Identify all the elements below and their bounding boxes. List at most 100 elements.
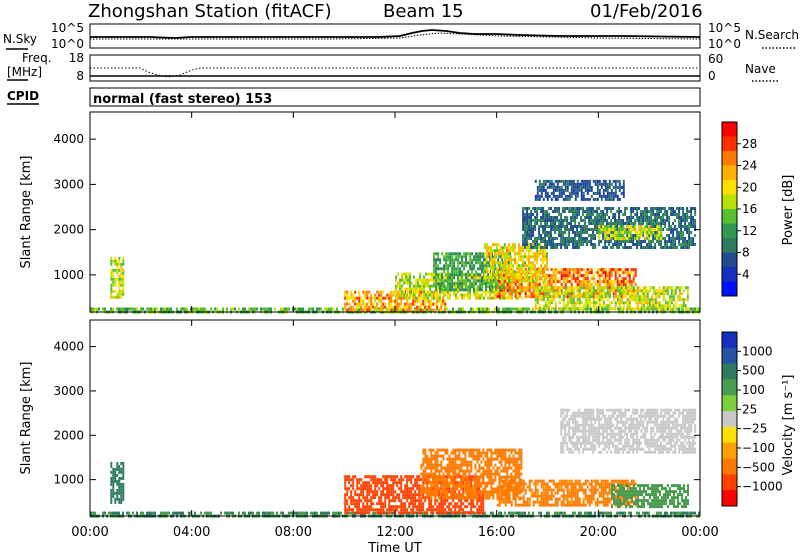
power-cell	[620, 210, 623, 213]
velocity-cell	[404, 490, 407, 494]
power-cell	[522, 237, 525, 240]
power-cell	[120, 271, 123, 275]
power-cell	[540, 276, 542, 280]
power-cell	[530, 261, 532, 265]
power-cell	[471, 282, 474, 286]
power-cell	[632, 277, 635, 281]
date-label: 01/Feb/2016	[590, 1, 703, 22]
power-cell	[449, 296, 451, 300]
power-cell	[690, 210, 693, 213]
power-cell	[550, 280, 553, 284]
power-cell	[674, 286, 677, 290]
power-cell	[594, 191, 597, 195]
power-ytick-label: 2000	[53, 223, 84, 237]
power-cell	[600, 240, 603, 243]
power-cell	[562, 207, 565, 210]
velocity-cell	[672, 511, 674, 515]
power-cell	[680, 243, 683, 246]
velocity-cell	[382, 475, 385, 479]
power-cell	[592, 243, 595, 246]
power-cell	[435, 273, 438, 277]
power-cell	[592, 301, 595, 305]
power-cell	[465, 252, 468, 256]
power-cell	[614, 301, 617, 305]
power-cell	[650, 286, 653, 290]
power-cell	[666, 289, 669, 293]
power-cell	[358, 290, 361, 294]
velocity-cell	[556, 511, 558, 515]
power-cell	[522, 249, 524, 253]
power-cell	[602, 271, 605, 275]
power-cell	[614, 280, 617, 284]
velocity-cell	[360, 487, 363, 491]
velocity-cell	[92, 511, 94, 515]
power-cell	[538, 304, 541, 308]
power-cell	[588, 298, 591, 302]
power-cell	[674, 210, 677, 213]
power-cell	[656, 304, 659, 308]
power-cell	[578, 237, 581, 240]
velocity-cell	[510, 511, 512, 515]
power-cell	[670, 286, 673, 290]
power-cell	[638, 219, 641, 222]
power-cell	[580, 225, 583, 228]
power-cell	[405, 272, 407, 276]
velocity-cell	[346, 508, 349, 512]
power-cell	[440, 299, 443, 303]
power-cell	[548, 219, 551, 222]
power-cell	[652, 307, 655, 311]
power-cell	[646, 234, 649, 238]
power-cell	[296, 307, 298, 311]
power-cell	[419, 272, 421, 276]
power-cell	[544, 243, 547, 246]
power-cell	[374, 299, 377, 303]
power-cell	[542, 279, 544, 283]
power-cell	[122, 274, 125, 278]
power-cell	[488, 270, 490, 274]
power-cell	[318, 307, 320, 311]
power-cell	[485, 261, 488, 265]
power-cell	[654, 289, 657, 293]
power-cell	[428, 299, 431, 303]
power-cell	[423, 275, 425, 279]
power-cell	[592, 246, 595, 249]
power-cell	[484, 307, 486, 311]
velocity-cell	[410, 493, 413, 497]
velocity-cell	[386, 496, 389, 500]
power-cell	[660, 210, 663, 213]
power-cell	[558, 188, 561, 192]
power-cell	[118, 292, 121, 296]
velocity-cell	[146, 511, 148, 515]
power-cell	[546, 246, 549, 249]
power-cell	[668, 298, 671, 302]
power-cell	[540, 225, 543, 228]
power-cell	[598, 188, 601, 192]
power-cell	[415, 287, 417, 291]
power-cell	[638, 298, 641, 302]
power-cell	[636, 243, 639, 246]
power-cell	[620, 268, 623, 272]
velocity-cell	[484, 511, 486, 515]
power-cell	[502, 252, 504, 256]
power-cell	[548, 182, 551, 186]
power-cell	[408, 308, 411, 312]
velocity-cell	[602, 511, 604, 515]
velocity-cell	[140, 511, 142, 515]
power-cell	[690, 237, 693, 240]
power-cell	[512, 258, 514, 262]
velocity-cell	[344, 499, 347, 503]
power-cell	[486, 249, 488, 253]
power-cell	[332, 307, 334, 311]
power-cell	[405, 293, 407, 297]
power-cell	[424, 307, 426, 311]
power-cell	[632, 228, 635, 232]
power-cell	[538, 207, 541, 210]
power-cell	[646, 295, 649, 299]
power-cell	[475, 293, 477, 297]
power-cell	[538, 246, 540, 250]
power-cell	[495, 296, 497, 300]
power-cell	[538, 197, 541, 201]
power-cell	[449, 258, 452, 262]
power-cell	[495, 290, 497, 294]
power-cell	[494, 279, 496, 283]
